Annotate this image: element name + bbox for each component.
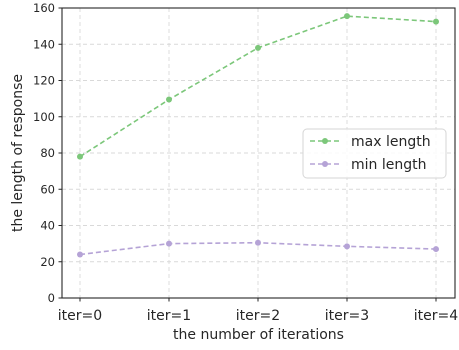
y-tick-label: 160	[33, 1, 55, 15]
data-point	[166, 96, 172, 103]
y-tick-label: 60	[40, 182, 55, 196]
data-point	[77, 251, 83, 258]
y-tick-label: 100	[33, 110, 55, 124]
y-tick-label: 0	[48, 291, 55, 305]
y-tick-label: 140	[33, 37, 55, 51]
y-tick-label: 40	[40, 219, 55, 233]
x-tick-label: iter=1	[147, 308, 191, 324]
x-tick-label: iter=2	[236, 308, 280, 324]
legend-label: max length	[351, 134, 431, 150]
x-tick-label: iter=0	[58, 308, 102, 324]
y-tick-label: 20	[40, 255, 55, 269]
data-point	[77, 153, 83, 160]
y-tick-label: 80	[40, 146, 55, 160]
y-tick-label: 120	[33, 74, 55, 88]
x-axis-ticks: iter=0 iter=1 iter=2 iter=3 iter=4	[58, 298, 458, 324]
x-tick-label: iter=3	[325, 308, 369, 324]
legend: max length min length	[302, 128, 447, 179]
y-axis-ticks: 0 20 40 60 80 100 120 140 160	[33, 1, 62, 305]
data-point	[255, 44, 261, 51]
data-point	[433, 18, 439, 25]
plot-frame	[61, 7, 456, 299]
y-axis-label: the length of response	[10, 74, 26, 232]
data-point	[255, 239, 261, 246]
series-layer	[77, 13, 439, 258]
data-point	[344, 13, 350, 20]
legend-label: min length	[351, 157, 426, 173]
data-point	[433, 246, 439, 253]
data-point	[344, 243, 350, 250]
x-axis-label: the number of iterations	[173, 327, 344, 343]
x-tick-label: iter=4	[414, 308, 458, 324]
legend-swatch-marker	[322, 161, 328, 167]
legend-swatch-marker	[322, 138, 328, 144]
data-point	[166, 240, 172, 247]
